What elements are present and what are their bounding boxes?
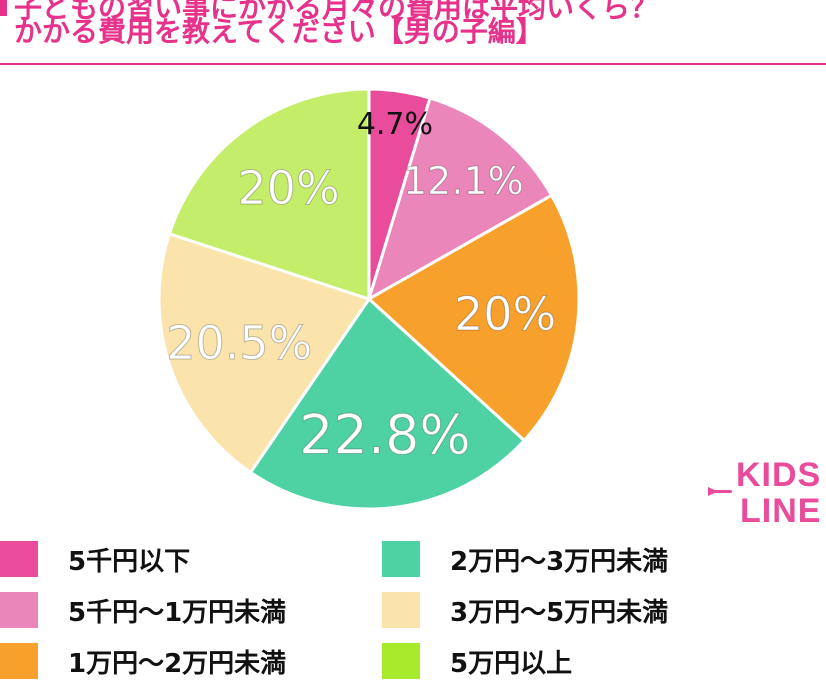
legend-label-2: 5千円〜1万円未満 [68, 597, 287, 628]
legend-item-5: 3万円〜5万円未満 [382, 592, 668, 628]
legend-label-3: 1万円〜2万円未満 [68, 648, 287, 679]
pie-label-6: 20% [237, 161, 339, 215]
pie-labels: 4.7% 12.1% 20% 22.8% 20.5% 20% [166, 107, 557, 467]
legend-swatch-5 [382, 592, 420, 628]
legend-swatch-1 [0, 541, 38, 577]
title-marker [0, 0, 7, 16]
pie-slice-3 [366, 193, 581, 443]
pie-label-5: 20.5% [166, 316, 312, 370]
legend-swatch-3 [0, 643, 38, 679]
pie-slice-2 [366, 96, 554, 303]
kids-line-logo: KIDS LINE [708, 456, 821, 526]
page-title-line2: かかる費用を教えてください【男の子編】 [14, 15, 544, 48]
legend-label-6: 5万円以上 [450, 648, 573, 679]
legend-item-2: 5千円〜1万円未満 [0, 592, 286, 628]
page-title-line1: 子どもの習い事にかかる月々の費用は平均いくら？ [14, 0, 659, 24]
pie-slice-4 [248, 296, 527, 511]
pie-slice-5 [157, 231, 372, 475]
legend-item-6: 5万円以上 [382, 643, 572, 679]
pie-slice-6 [167, 87, 371, 302]
header: 子どもの習い事にかかる月々の費用は平均いくら？ かかる費用を教えてください【男の… [0, 0, 826, 65]
pie-chart: 4.7% 12.1% 20% 22.8% 20.5% 20% [157, 87, 581, 511]
legend-swatch-2 [0, 592, 38, 628]
legend-item-4: 2万円〜3万円未満 [382, 541, 668, 577]
logo-line: LINE [740, 492, 821, 526]
legend-item-3: 1万円〜2万円未満 [0, 643, 286, 679]
pie-label-2: 12.1% [403, 159, 524, 203]
legend-item-1: 5千円以下 [0, 541, 190, 577]
pie-label-1: 4.7% [357, 107, 433, 142]
logo-kids: KIDS [736, 456, 821, 494]
pie-label-4: 22.8% [299, 404, 471, 467]
title-divider [0, 63, 826, 65]
pie-slices [157, 87, 581, 511]
legend-swatch-6 [382, 643, 420, 679]
legend-label-4: 2万円〜3万円未満 [450, 546, 669, 577]
legend-swatch-4 [382, 541, 420, 577]
legend-label-5: 3万円〜5万円未満 [450, 597, 669, 628]
legend-label-1: 5千円以下 [68, 546, 191, 577]
pie-label-3: 20% [454, 287, 556, 341]
